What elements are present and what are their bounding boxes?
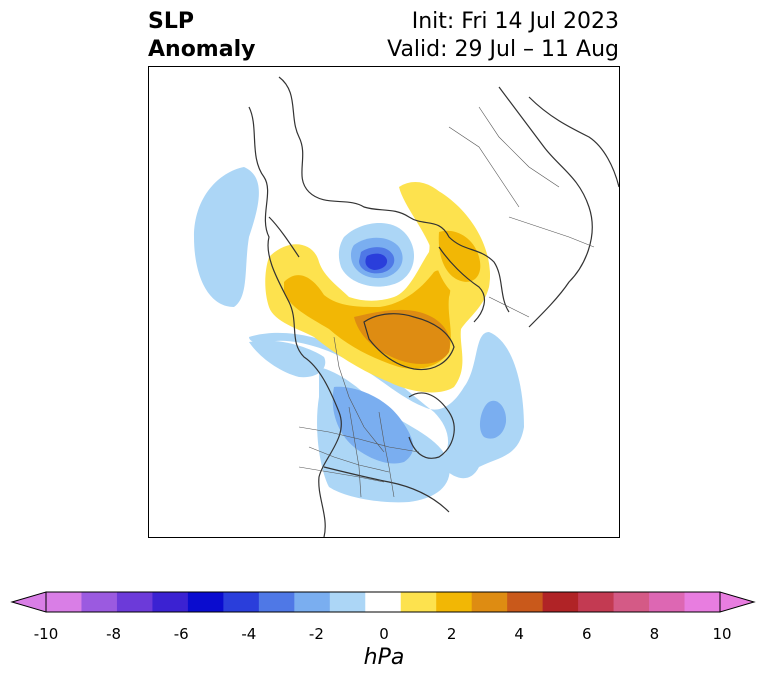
- title-left: SLP Anomaly: [148, 8, 255, 64]
- colorbar-right-arrow: [719, 591, 756, 613]
- anomaly-map: [194, 76, 619, 537]
- colorbar-segment: [116, 592, 153, 612]
- colorbar-segment: [684, 592, 721, 612]
- colorbar-tick-label: 0: [379, 625, 389, 643]
- colorbar-segment: [46, 592, 82, 612]
- colorbar-segment: [81, 592, 118, 612]
- colorbar: [10, 591, 756, 613]
- colorbar-unit: hPa: [363, 645, 405, 670]
- anomaly-north-america-light: [249, 332, 524, 479]
- colorbar-segment: [223, 592, 260, 612]
- colorbar-tick-label: -6: [173, 625, 189, 643]
- colorbar-tick-label: -4: [241, 625, 257, 643]
- init-date: Init: Fri 14 Jul 2023: [411, 9, 619, 34]
- colorbar-left-arrow: [10, 591, 47, 613]
- anomaly-europe-medium: [438, 230, 481, 282]
- colorbar-segment: [294, 592, 331, 612]
- colorbar-segment: [258, 592, 295, 612]
- colorbar-segment: [187, 592, 224, 612]
- anomaly-arctic-core: [365, 253, 388, 270]
- colorbar-segment: [152, 592, 189, 612]
- anomaly-na-north: [249, 340, 326, 378]
- colorbar-segment: [542, 592, 579, 612]
- colorbar-segment: [649, 592, 686, 612]
- colorbar-segment: [507, 592, 544, 612]
- colorbar-segment: [578, 592, 615, 612]
- colorbar-tick-label: 10: [712, 625, 732, 643]
- title-variable: SLP: [148, 9, 194, 34]
- colorbar-tick-label: -2: [308, 625, 324, 643]
- colorbar-tick-label: 6: [582, 625, 592, 643]
- colorbar-segment: [471, 592, 508, 612]
- colorbar-segment: [400, 592, 437, 612]
- anomaly-west-pacific: [194, 167, 259, 307]
- anomaly-atlantic-medium: [479, 400, 507, 439]
- borders: [298, 106, 595, 498]
- colorbar-segments: [46, 592, 721, 612]
- colorbar-tick-label: -8: [106, 625, 122, 643]
- title-right: Init: Fri 14 Jul 2023 Valid: 29 Jul – 11…: [387, 8, 619, 64]
- colorbar-segment: [365, 592, 402, 612]
- anomaly-positive-strong: [354, 309, 450, 364]
- colorbar-tick-label: 8: [649, 625, 660, 643]
- coastlines: [248, 76, 619, 537]
- valid-range: Valid: 29 Jul – 11 Aug: [387, 37, 619, 62]
- colorbar-segment: [329, 592, 366, 612]
- colorbar-tick-label: -10: [33, 625, 59, 643]
- colorbar-outline: [45, 591, 721, 613]
- colorbar-segment: [613, 592, 650, 612]
- colorbar-tick-label: 2: [446, 625, 457, 643]
- colorbar-segment: [436, 592, 473, 612]
- map-panel: [148, 66, 620, 538]
- anomaly-na-medium: [332, 386, 414, 464]
- colorbar-tick-label: 4: [514, 625, 524, 643]
- title-type: Anomaly: [148, 37, 256, 62]
